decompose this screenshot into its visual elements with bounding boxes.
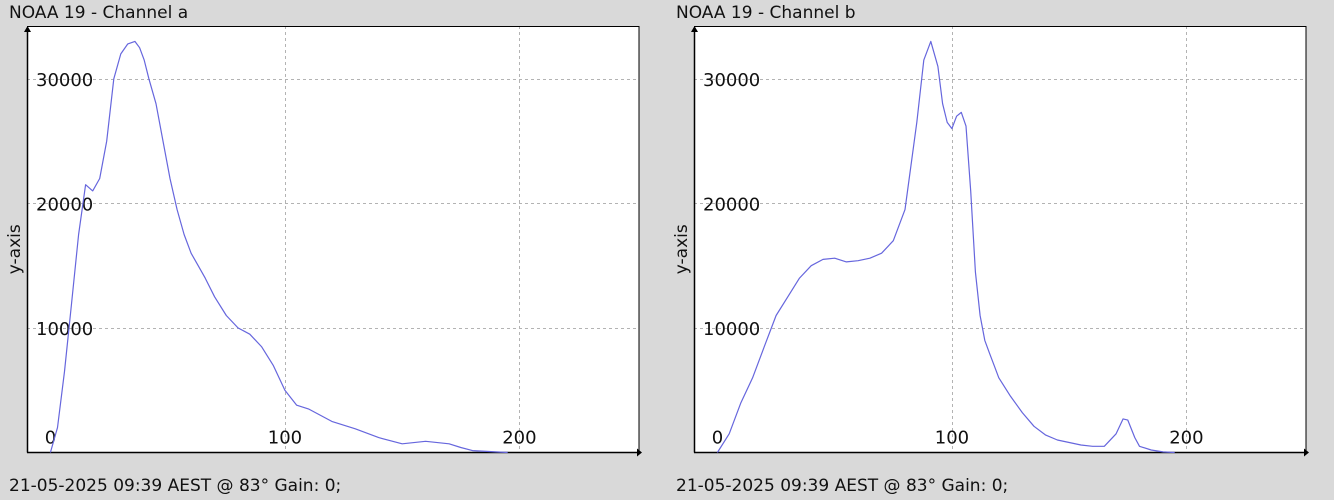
y-axis-arrow xyxy=(24,26,31,32)
x-tick-label: 100 xyxy=(935,428,969,449)
series-line xyxy=(49,40,508,454)
plot-area: 0 100 200 10000 20000 30000 y-axis xyxy=(672,26,1309,457)
x-tick-label: 200 xyxy=(502,428,536,449)
y-tick-label: 10000 xyxy=(36,319,93,340)
plot-background xyxy=(694,26,1306,453)
series-line xyxy=(716,40,1175,454)
y-tick-label: 30000 xyxy=(703,70,760,91)
y-tick-label: 10000 xyxy=(703,319,760,340)
x-tick-label: 200 xyxy=(1169,428,1203,449)
plot-background xyxy=(27,26,639,453)
y-axis-label: y-axis xyxy=(5,224,25,274)
x-tick-label: 0 xyxy=(712,428,723,449)
chart-footer: 21-05-2025 09:39 AEST @ 83° Gain: 0; xyxy=(676,476,1009,496)
chart-footer: 21-05-2025 09:39 AEST @ 83° Gain: 0; xyxy=(9,476,342,496)
x-tick-label: 100 xyxy=(268,428,302,449)
chart-title: NOAA 19 - Channel b xyxy=(676,3,856,23)
x-tick-label: 0 xyxy=(45,428,56,449)
chart-panel-channel-b: NOAA 19 - Channel b 0 100 200 10000 20000 300… xyxy=(667,0,1309,500)
y-tick-label: 30000 xyxy=(36,70,93,91)
plot-area: 0 100 200 10000 20000 30000 y-axis xyxy=(5,26,642,457)
chart-title: NOAA 19 - Channel a xyxy=(9,3,189,23)
y-tick-label: 20000 xyxy=(703,194,760,215)
y-axis-label: y-axis xyxy=(672,224,692,274)
y-axis-arrow xyxy=(691,26,698,32)
y-tick-label: 20000 xyxy=(36,194,93,215)
chart-svg: 0 100 200 10000 20000 30000 y-axis xyxy=(672,26,1309,457)
chart-panel-channel-a: NOAA 19 - Channel a 0 100 200 10000 20000 300… xyxy=(0,0,642,500)
chart-svg: 0 100 200 10000 20000 30000 y-axis xyxy=(5,26,642,457)
